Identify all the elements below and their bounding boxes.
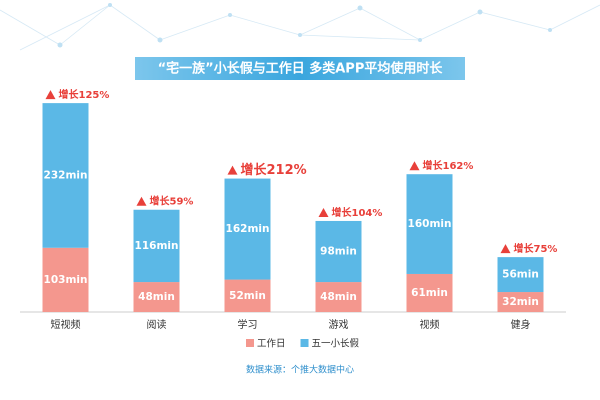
value-label: 162min bbox=[226, 223, 270, 235]
growth-arrow bbox=[227, 165, 238, 175]
bar-segment bbox=[133, 209, 180, 283]
growth-arrow bbox=[500, 244, 511, 254]
bar-segment bbox=[406, 174, 453, 274]
value-label: 160min bbox=[408, 218, 452, 230]
value-label: 116min bbox=[135, 240, 179, 252]
x-tick-label: 游戏 bbox=[329, 318, 349, 331]
bar-segment bbox=[406, 273, 453, 312]
bar-segment bbox=[315, 282, 362, 312]
legend-swatch bbox=[300, 339, 309, 347]
annotation: 增长104% bbox=[332, 206, 383, 219]
annotation: 增长212% bbox=[241, 162, 307, 178]
growth-arrow bbox=[318, 207, 329, 217]
x-tick-label: 短视频 bbox=[51, 318, 81, 331]
title-banner bbox=[135, 57, 465, 80]
legend-label: 五一小长假 bbox=[312, 338, 360, 350]
bar-segment bbox=[224, 178, 271, 280]
legend-label: 工作日 bbox=[257, 338, 286, 350]
x-tick-label: 视频 bbox=[420, 318, 440, 331]
growth-arrow bbox=[136, 196, 147, 206]
value-label: 52min bbox=[229, 290, 266, 302]
value-label: 48min bbox=[320, 291, 357, 303]
bar-segment bbox=[224, 279, 271, 312]
value-label: 232min bbox=[44, 169, 88, 181]
bar-segment bbox=[42, 247, 89, 312]
value-label: 98min bbox=[320, 246, 357, 258]
growth-arrow bbox=[409, 161, 420, 171]
growth-arrow bbox=[45, 90, 56, 100]
annotation: 增长162% bbox=[423, 159, 474, 172]
value-label: 48min bbox=[138, 291, 175, 303]
bar-segment bbox=[315, 220, 362, 283]
annotation: 增长75% bbox=[514, 242, 558, 255]
value-label: 32min bbox=[502, 296, 539, 308]
bar-segment bbox=[497, 292, 544, 312]
background-network bbox=[0, 3, 600, 51]
x-tick-label: 阅读 bbox=[147, 318, 167, 331]
source: 数据来源：个推大数据中心 bbox=[246, 364, 354, 376]
value-label: 56min bbox=[502, 269, 539, 281]
annotation: 增长59% bbox=[150, 195, 194, 208]
bar-segment bbox=[133, 282, 180, 312]
legend-swatch bbox=[246, 339, 254, 347]
value-label: 103min bbox=[44, 274, 88, 286]
chart-title: “宅一族”小长假与工作日 多类APP平均使用时长 bbox=[158, 61, 444, 77]
x-tick-label: 学习 bbox=[238, 318, 258, 331]
annotation: 增长125% bbox=[59, 88, 110, 101]
bar-segment bbox=[42, 103, 89, 248]
bar-segment bbox=[497, 257, 544, 293]
x-tick-label: 健身 bbox=[511, 318, 531, 331]
value-label: 61min bbox=[411, 287, 448, 299]
